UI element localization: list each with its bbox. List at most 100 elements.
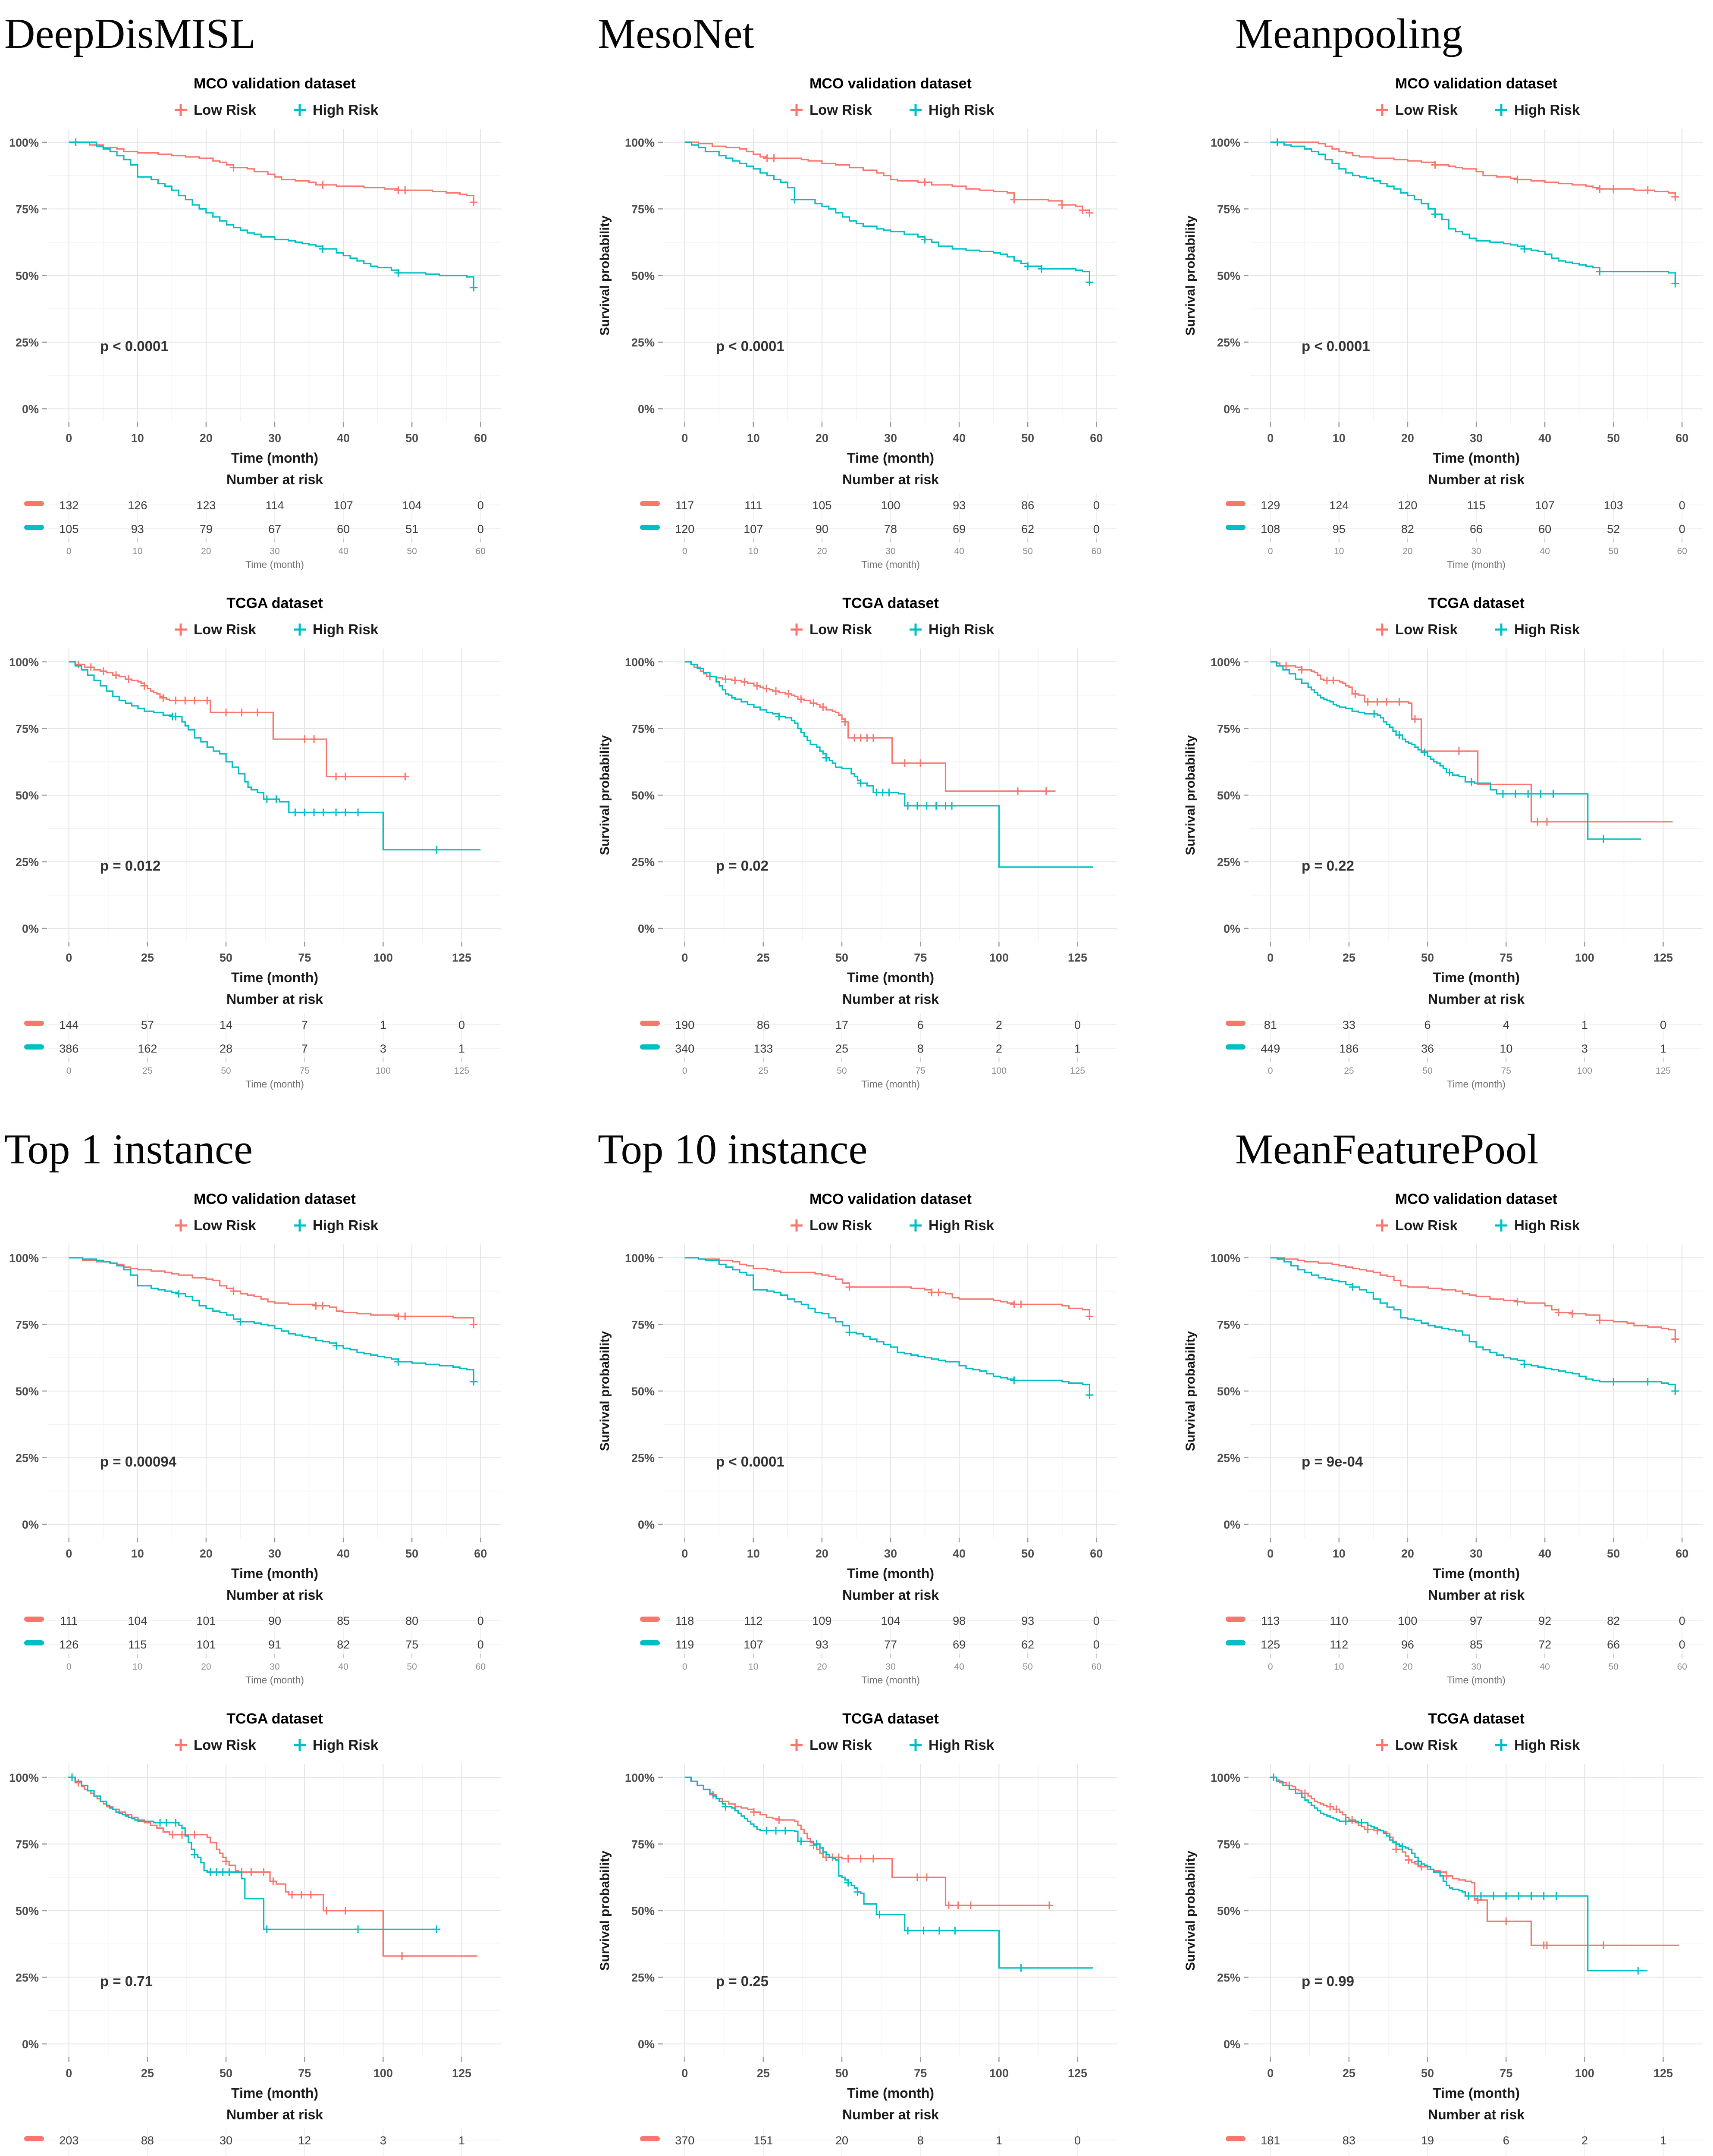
y-tick-label: 75% xyxy=(631,1318,655,1331)
p-value-label: p = 0.25 xyxy=(716,1973,769,1989)
y-tick-label: 50% xyxy=(16,1385,39,1398)
risk-table-gridlines xyxy=(664,2128,1117,2156)
y-tick-label: 75% xyxy=(1217,203,1240,216)
y-tick-label: 75% xyxy=(16,1838,39,1851)
mini-x-tick-label: 125 xyxy=(1656,1066,1671,1076)
y-tick-label: 0% xyxy=(638,2038,655,2051)
mini-x-tick-label: 60 xyxy=(476,1662,486,1672)
legend-label-high-risk: High Risk xyxy=(1514,1217,1580,1233)
x-axis-label: Time (month) xyxy=(847,1566,934,1581)
km-curve-low-risk xyxy=(684,141,1094,217)
x-axis-label: Time (month) xyxy=(231,970,318,985)
x-tick-label: 50 xyxy=(835,951,848,964)
censor-marks-high-risk xyxy=(169,712,441,854)
y-axis-label: Survival probability xyxy=(1183,735,1198,855)
risk-table-title: Number at risk xyxy=(226,472,323,487)
risk-count: 90 xyxy=(268,1614,281,1627)
y-tick-label: 25% xyxy=(631,1451,655,1464)
risk-count: 98 xyxy=(953,1614,966,1627)
risk-count: 36 xyxy=(1421,1042,1434,1055)
mini-x-tick-label: 10 xyxy=(748,546,758,556)
mini-x-tick-label: 20 xyxy=(1402,546,1412,556)
risk-count: 340 xyxy=(675,1042,694,1055)
risk-row-low-risk: 117 111 105 100 93 86 0 xyxy=(640,499,1100,512)
risk-count: 78 xyxy=(884,523,897,536)
censor-marks-low-risk xyxy=(74,660,409,780)
legend-label-high-risk: High Risk xyxy=(313,621,379,637)
risk-table-mini-axis: 0 10 20 30 40 50 60 Time (month) xyxy=(1268,538,1687,570)
risk-count: 105 xyxy=(812,499,831,512)
x-tick-label: 25 xyxy=(1343,2067,1355,2080)
x-tick-label: 125 xyxy=(1068,951,1087,964)
chart-title: TCGA dataset xyxy=(842,1711,939,1727)
plot-gridlines xyxy=(48,1244,501,1538)
mini-x-axis-label: Time (month) xyxy=(1447,559,1506,570)
chart-title: MCO validation dataset xyxy=(1395,75,1557,92)
x-tick-label: 125 xyxy=(452,2067,471,2080)
risk-count: 14 xyxy=(220,1018,232,1031)
x-tick-label: 100 xyxy=(373,2067,393,2080)
risk-count: 144 xyxy=(59,1018,78,1031)
risk-table-title: Number at risk xyxy=(1428,2107,1525,2122)
risk-row-high-risk: 340 133 25 8 2 1 xyxy=(640,1042,1081,1055)
mini-x-tick-label: 75 xyxy=(300,1066,310,1076)
x-axis-label: Time (month) xyxy=(1433,970,1520,985)
mini-x-tick-label: 20 xyxy=(817,546,827,556)
risk-count: 120 xyxy=(1398,499,1417,512)
risk-count: 111 xyxy=(744,499,762,512)
legend: Low Risk High Risk xyxy=(791,102,995,118)
risk-count: 28 xyxy=(220,1042,232,1055)
axes: 100% 75% 50% 25% 0% 0 25 50 75 100 125 xyxy=(1211,656,1673,964)
plot-gridlines xyxy=(664,648,1117,942)
risk-table-title: Number at risk xyxy=(842,2107,939,2122)
axes: 100% 75% 50% 25% 0% 0 10 20 30 40 50 60 xyxy=(625,136,1103,445)
y-tick-label: 75% xyxy=(1217,1838,1240,1851)
risk-count: 110 xyxy=(1330,1614,1348,1627)
method-title: Meanpooling xyxy=(1235,10,1463,57)
risk-count: 20 xyxy=(835,2134,848,2147)
risk-row-low-risk: 370 151 20 8 1 0 xyxy=(640,2134,1081,2147)
y-tick-label: 100% xyxy=(9,656,39,669)
km-curve-low-risk xyxy=(1270,141,1679,201)
x-tick-label: 75 xyxy=(1500,2067,1512,2080)
legend-label-low-risk: Low Risk xyxy=(809,621,872,637)
p-value-label: p < 0.0001 xyxy=(716,338,784,354)
km-curve-high-risk xyxy=(684,1257,1094,1399)
risk-row-high-risk: 126 115 101 91 82 75 0 xyxy=(24,1638,484,1651)
mini-x-tick-label: 75 xyxy=(1501,1066,1511,1076)
high-risk-marker-icon xyxy=(910,103,922,116)
risk-table-mini-axis: 0 25 50 75 100 125 Time (month) xyxy=(682,1058,1085,1090)
high-risk-marker-icon xyxy=(1495,623,1507,636)
km-curve-high-risk xyxy=(684,661,1093,868)
mini-x-tick-label: 20 xyxy=(201,546,211,556)
mini-x-tick-label: 25 xyxy=(758,1066,768,1076)
legend-label-low-risk: Low Risk xyxy=(194,1217,257,1233)
legend-label-high-risk: High Risk xyxy=(929,1217,995,1233)
x-tick-label: 20 xyxy=(200,432,213,445)
x-tick-label: 25 xyxy=(757,2067,770,2080)
x-tick-label: 50 xyxy=(1421,951,1434,964)
mini-x-tick-label: 50 xyxy=(1422,1066,1432,1076)
high-risk-marker-icon xyxy=(910,623,922,636)
risk-count: 62 xyxy=(1021,523,1034,536)
low-risk-row-marker-icon xyxy=(640,1616,660,1622)
y-tick-label: 0% xyxy=(22,922,39,935)
high-risk-row-marker-icon xyxy=(24,1044,44,1050)
risk-table-gridlines xyxy=(1250,493,1703,542)
x-tick-label: 0 xyxy=(66,2067,72,2080)
risk-count: 4 xyxy=(1503,1018,1509,1031)
low-risk-marker-icon xyxy=(791,1219,803,1232)
risk-count: 57 xyxy=(141,1018,154,1031)
x-tick-label: 20 xyxy=(816,432,828,445)
plot-gridlines xyxy=(48,128,501,422)
plot-gridlines xyxy=(664,1764,1117,2057)
risk-table-mini-axis: 0 25 50 75 100 125 Time (month) xyxy=(66,1058,469,1090)
y-tick-label: 100% xyxy=(9,1252,39,1265)
legend: Low Risk High Risk xyxy=(175,1737,379,1753)
risk-row-low-risk: 111 104 101 90 85 80 0 xyxy=(24,1614,484,1627)
x-axis-label: Time (month) xyxy=(847,450,934,466)
axes: 100% 75% 50% 25% 0% 0 10 20 30 40 50 60 xyxy=(625,1252,1103,1560)
high-risk-row-marker-icon xyxy=(24,524,44,530)
x-tick-label: 50 xyxy=(1021,1547,1034,1560)
